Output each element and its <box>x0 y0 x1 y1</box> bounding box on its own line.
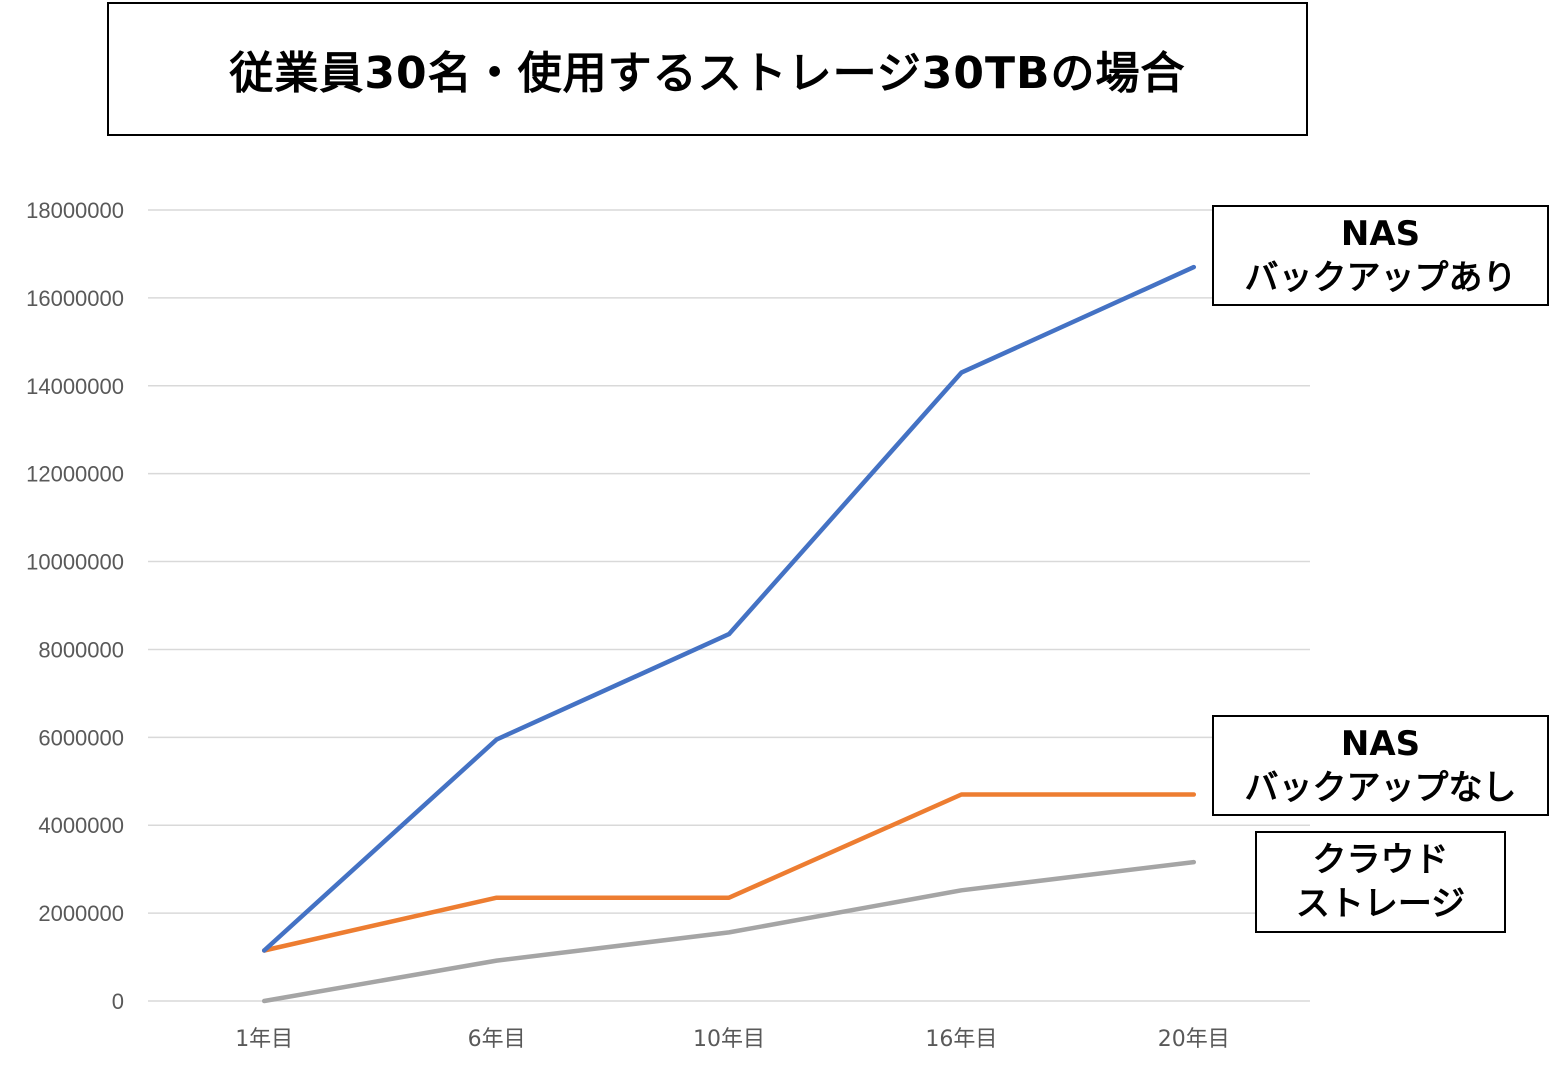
legend-line: バックアップなし <box>1244 767 1517 808</box>
chart-title-box: 従業員30名・使用するストレージ30TBの場合 <box>107 2 1308 136</box>
y-tick-label: 8000000 <box>38 637 124 662</box>
y-tick-label: 12000000 <box>26 462 124 487</box>
x-tick-label: 6年目 <box>468 1027 526 1052</box>
gridlines <box>148 209 1310 1002</box>
chart-title: 従業員30名・使用するストレージ30TBの場合 <box>229 48 1186 99</box>
legend-line: ストレージ <box>1295 884 1466 924</box>
x-tick-label: 1年目 <box>235 1027 293 1052</box>
y-tick-label: 14000000 <box>26 374 124 399</box>
legend-line: NAS <box>1340 723 1421 764</box>
y-tick-label: 18000000 <box>26 198 124 223</box>
y-tick-label: 16000000 <box>26 286 124 311</box>
x-tick-label: 20年目 <box>1158 1027 1230 1052</box>
legend-nas-without-backup: NAS バックアップなし <box>1212 715 1549 816</box>
legend-line: バックアップあり <box>1244 257 1517 298</box>
y-axis-ticks: 0 2000000 4000000 6000000 8000000 10000000 120… <box>26 198 124 1014</box>
series-line <box>261 264 1197 953</box>
x-tick-label: 10年目 <box>693 1027 765 1052</box>
y-tick-label: 4000000 <box>38 813 124 838</box>
y-tick-label: 0 <box>112 989 124 1014</box>
legend-line: NAS <box>1340 213 1421 254</box>
legend-nas-with-backup: NAS バックアップあり <box>1212 205 1549 306</box>
x-tick-label: 16年目 <box>925 1027 997 1052</box>
series-line <box>261 792 1197 953</box>
legend-cloud-storage: クラウド ストレージ <box>1255 831 1506 933</box>
x-axis-ticks: 1年目 6年目 10年目 16年目 20年目 <box>235 1027 1230 1052</box>
legend-line: クラウド <box>1312 840 1449 880</box>
series-line <box>261 859 1197 1004</box>
series-lines <box>261 264 1197 1004</box>
y-tick-label: 10000000 <box>26 550 124 575</box>
y-tick-label: 6000000 <box>38 725 124 750</box>
y-tick-label: 2000000 <box>38 901 124 926</box>
